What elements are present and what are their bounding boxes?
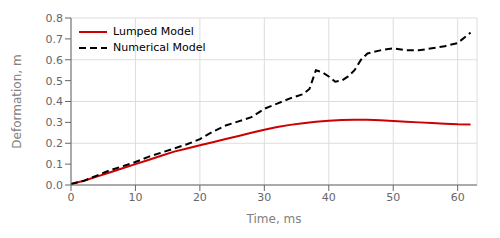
svg-text:30: 30 [257, 191, 271, 204]
svg-text:0.4: 0.4 [46, 95, 64, 108]
svg-text:0.3: 0.3 [46, 116, 64, 129]
html-text:Numerical Model: Numerical Model [113, 41, 206, 54]
svg-text:Time, ms: Time, ms [246, 212, 302, 226]
html-text:Lumped Model: Lumped Model [113, 25, 194, 38]
svg-text:0.0: 0.0 [46, 179, 64, 192]
svg-text:40: 40 [322, 191, 336, 204]
svg-text:0.2: 0.2 [46, 137, 64, 150]
svg-text:10: 10 [128, 191, 142, 204]
svg-text:0.7: 0.7 [46, 33, 64, 46]
svg-text:Deformation, m: Deformation, m [10, 54, 24, 148]
svg-text:0: 0 [68, 191, 75, 204]
svg-text:60: 60 [451, 191, 465, 204]
svg-text:50: 50 [386, 191, 400, 204]
svg-text:0.1: 0.1 [46, 158, 64, 171]
svg-text:20: 20 [193, 191, 207, 204]
svg-text:0.6: 0.6 [46, 54, 64, 67]
svg-text:0.8: 0.8 [46, 12, 64, 25]
svg-text:0.5: 0.5 [46, 75, 64, 88]
